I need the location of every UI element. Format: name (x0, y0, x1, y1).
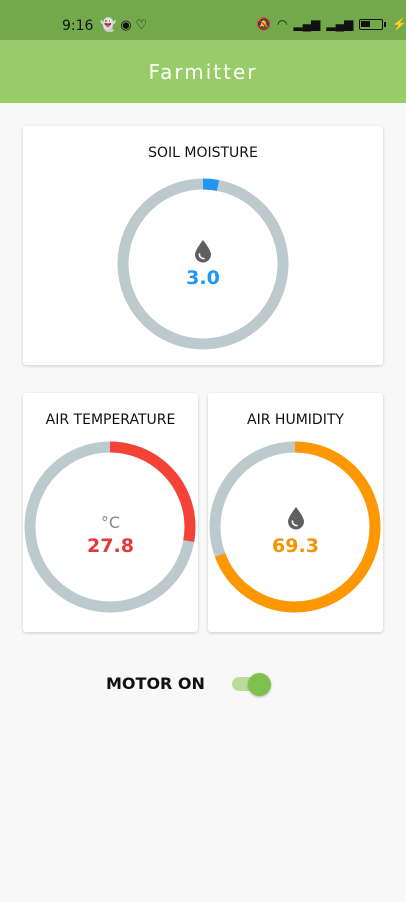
air-temperature-title: AIR TEMPERATURE (45, 412, 176, 428)
motor-toggle[interactable] (230, 672, 274, 696)
motor-label: MOTOR ON (106, 674, 205, 693)
air-temperature-unit: °C (100, 513, 121, 532)
bell-muted-icon: 🔕 (256, 17, 271, 31)
air-temperature-value: 27.8 (87, 535, 134, 557)
app-title: Farmitter (148, 59, 258, 84)
air-humidity-gauge-arc (209, 441, 381, 613)
air-temperature-gauge (24, 441, 196, 613)
air-humidity-gauge (209, 441, 381, 613)
signal-icon: ▂▄▆ (293, 17, 321, 31)
signal-icon: ▂▄▆ (326, 17, 354, 31)
air-humidity-title: AIR HUMIDITY (247, 412, 344, 428)
soil-moisture-gauge (117, 178, 289, 350)
soil-moisture-gauge-arc (117, 178, 289, 350)
status-right-icons: 🔕 ◠ ▂▄▆ ▂▄▆ ⚡ (256, 17, 406, 31)
mask-icon: ◉ (120, 17, 132, 32)
water-drop-icon (288, 507, 304, 530)
soil-moisture-gauge-track (117, 178, 289, 350)
status-time: 9:16 (62, 18, 94, 34)
status-bar: 9:16 👻 ◉ ♡ 🔕 ◠ ▂▄▆ ▂▄▆ ⚡ (0, 0, 406, 40)
water-drop-icon (195, 240, 211, 263)
soil-moisture-value: 3.0 (186, 267, 220, 289)
air-temperature-card: AIR TEMPERATURE °C 27.8 (23, 393, 198, 632)
soil-moisture-card: SOIL MOISTURE 3.0 (23, 126, 383, 365)
heart-monitor-icon: ♡ (135, 17, 148, 32)
battery-icon (359, 18, 384, 30)
air-humidity-value: 69.3 (272, 535, 319, 557)
wifi-icon: ◠ (276, 17, 288, 31)
motor-toggle-thumb[interactable] (248, 673, 271, 696)
air-humidity-card: AIR HUMIDITY 69.3 (208, 393, 383, 632)
status-left-icons: 👻 ◉ ♡ (100, 17, 147, 33)
snapchat-icon: 👻 (100, 17, 117, 32)
soil-moisture-title: SOIL MOISTURE (148, 145, 258, 161)
app-bar: Farmitter (0, 40, 406, 103)
air-temperature-gauge-arc (24, 441, 196, 613)
charging-icon: ⚡ (392, 17, 406, 31)
